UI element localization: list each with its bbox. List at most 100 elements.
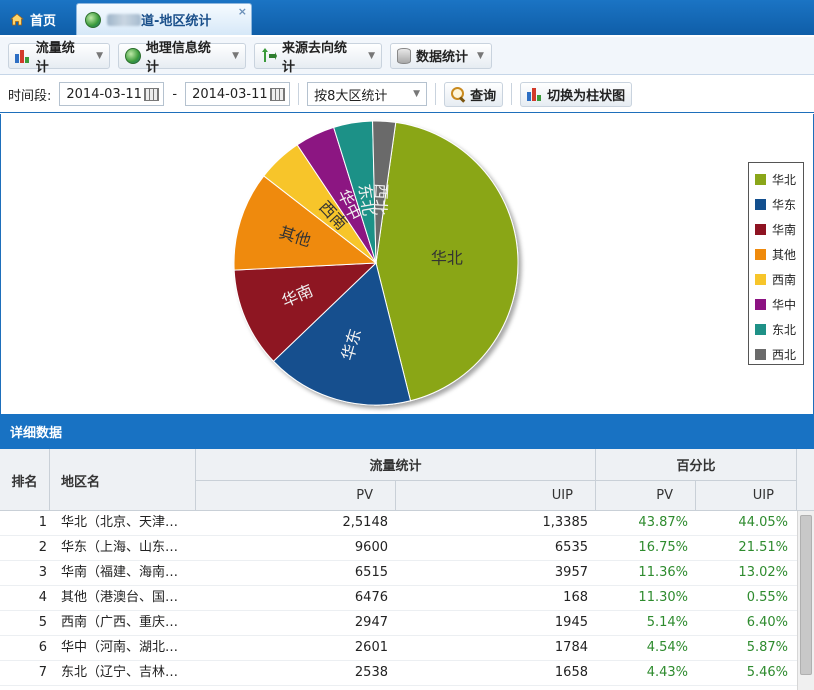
chevron-down-icon: ▼ [477,50,484,61]
header-region[interactable]: 地区名 [50,449,196,511]
toolbar-divider [435,83,437,105]
traffic-stats-button[interactable]: 流量统计 ▼ [8,41,110,75]
scrollbar-thumb[interactable] [800,515,812,675]
tab-home[interactable]: 首页 [0,4,72,35]
cell-pct-uip: 44.05% [738,515,788,530]
legend-item[interactable]: 西南 [755,267,803,292]
arrows-icon [261,47,277,64]
header-pct-pv-label: PV [656,488,673,503]
legend-label: 华北 [772,173,797,187]
cell-pct-pv: 11.30% [638,590,688,605]
globe-icon [125,47,141,64]
legend-swatch [755,349,766,360]
tab-home-label: 首页 [30,14,57,29]
data-stats-button[interactable]: 数据统计 ▼ [390,42,492,69]
detail-grid: 排名 地区名 流量统计 百分比 PV UIP PV UIP 1 华北（北京、天津… [0,449,814,690]
cell-pv: 2601 [354,640,388,655]
start-date-value: 2014-03-11 [66,86,142,102]
table-row[interactable]: 7 东北（辽宁、吉林… 2538 1658 4.43% 5.46% [0,661,797,686]
legend-label: 其他 [772,248,797,262]
chevron-down-icon: ▼ [96,50,103,61]
legend-swatch [755,324,766,335]
period-label: 时间段: [8,88,52,104]
source-dest-label: 来源去向统计 [282,40,348,75]
legend-item[interactable]: 东北 [755,317,803,342]
filter-toolbar: 时间段: 2014-03-11 - 2014-03-11 按8大区统计 ▼ 查询… [0,76,814,113]
cell-uip: 6535 [554,540,588,555]
search-icon [451,86,466,102]
bar-chart-icon [15,49,31,63]
header-uip[interactable]: UIP [396,480,596,511]
pie-slice-label: 西北 [370,183,391,216]
legend-item[interactable]: 华东 [755,192,803,217]
cell-pct-pv: 11.36% [638,565,688,580]
cell-rank: 3 [38,565,47,580]
table-row[interactable]: 3 华南（福建、海南… 6515 3957 11.36% 13.02% [0,561,797,586]
table-row[interactable]: 5 西南（广西、重庆… 2947 1945 5.14% 6.40% [0,611,797,636]
cell-pct-uip: 6.40% [746,615,788,630]
legend-label: 华南 [772,223,797,237]
header-region-label: 地区名 [61,474,101,490]
header-pct-uip[interactable]: UIP [696,480,797,511]
legend-item[interactable]: 华南 [755,217,803,242]
table-row[interactable]: 4 其他（港澳台、国… 6476 168 11.30% 0.55% [0,586,797,611]
traffic-stats-label: 流量统计 [35,40,75,75]
cell-pv: 2,5148 [342,515,389,530]
pie-slice-label: 华北 [431,249,463,268]
legend-label: 西南 [772,273,797,287]
start-date-input[interactable]: 2014-03-11 [59,82,165,106]
header-rank[interactable]: 排名 [0,449,50,511]
legend-label: 华东 [772,198,797,212]
date-separator: - [172,86,178,102]
cell-pct-pv: 4.54% [646,640,688,655]
globe-icon [85,11,101,28]
main-toolbar: 流量统计 ▼ 地理信息统计 ▼ 来源去向统计 ▼ 数据统计 ▼ [0,37,814,75]
header-divider [196,480,797,481]
header-pct-pv[interactable]: PV [596,480,696,511]
pie-slice[interactable] [233,262,378,362]
pie-slice[interactable] [375,121,519,402]
legend-item[interactable]: 华中 [755,292,803,317]
source-dest-button[interactable]: 来源去向统计 ▼ [254,41,382,75]
table-row[interactable]: 6 华中（河南、湖北… 2601 1784 4.54% 5.87% [0,636,797,661]
header-pv[interactable]: PV [196,480,396,511]
legend-item[interactable]: 西北 [755,342,803,367]
table-row[interactable]: 2 华东（上海、山东… 9600 6535 16.75% 21.51% [0,536,797,561]
chevron-down-icon: ▼ [413,89,421,99]
cell-region: 其他（港澳台、国… [61,590,179,605]
pie-slice-label: 东北 [355,182,379,217]
cell-pct-pv: 16.75% [638,540,688,555]
legend-item[interactable]: 华北 [755,167,803,192]
tab-region-stats[interactable]: 道-地区统计 × [76,3,252,35]
close-icon[interactable]: × [237,5,247,18]
calendar-icon[interactable] [270,87,286,101]
region-mode-select[interactable]: 按8大区统计 ▼ [307,82,428,106]
pie-slice[interactable] [272,262,412,406]
end-date-input[interactable]: 2014-03-11 [185,82,291,106]
table-row[interactable]: 1 华北（北京、天津… 2,5148 1,3385 43.87% 44.05% [0,511,797,536]
grid-header: 排名 地区名 流量统计 百分比 PV UIP PV UIP [0,449,814,511]
cell-region: 华南（福建、海南… [61,565,179,580]
legend-label: 西北 [772,348,797,362]
cell-rank: 2 [38,540,47,555]
calendar-icon[interactable] [144,87,160,101]
legend-label: 东北 [772,323,797,337]
detail-title: 详细数据 [10,426,63,441]
cell-pct-uip: 5.87% [746,640,788,655]
pie-slice[interactable] [372,120,397,264]
tab-region-stats-label: 道-地区统计 [141,14,212,29]
cell-pv: 2538 [354,665,388,680]
query-button[interactable]: 查询 [444,81,504,107]
pie-slice[interactable] [233,175,378,271]
toolbar-divider [511,83,513,105]
switch-to-bar-chart-button[interactable]: 切换为柱状图 [520,81,633,107]
cell-uip: 168 [563,590,588,605]
cell-region: 西南（广西、重庆… [61,615,179,630]
legend-swatch [755,299,766,310]
legend-item[interactable]: 其他 [755,242,803,267]
cell-rank: 7 [38,665,47,680]
geo-stats-button[interactable]: 地理信息统计 ▼ [118,41,246,75]
cell-pv: 2947 [354,615,388,630]
grid-scrollbar[interactable] [797,511,814,690]
